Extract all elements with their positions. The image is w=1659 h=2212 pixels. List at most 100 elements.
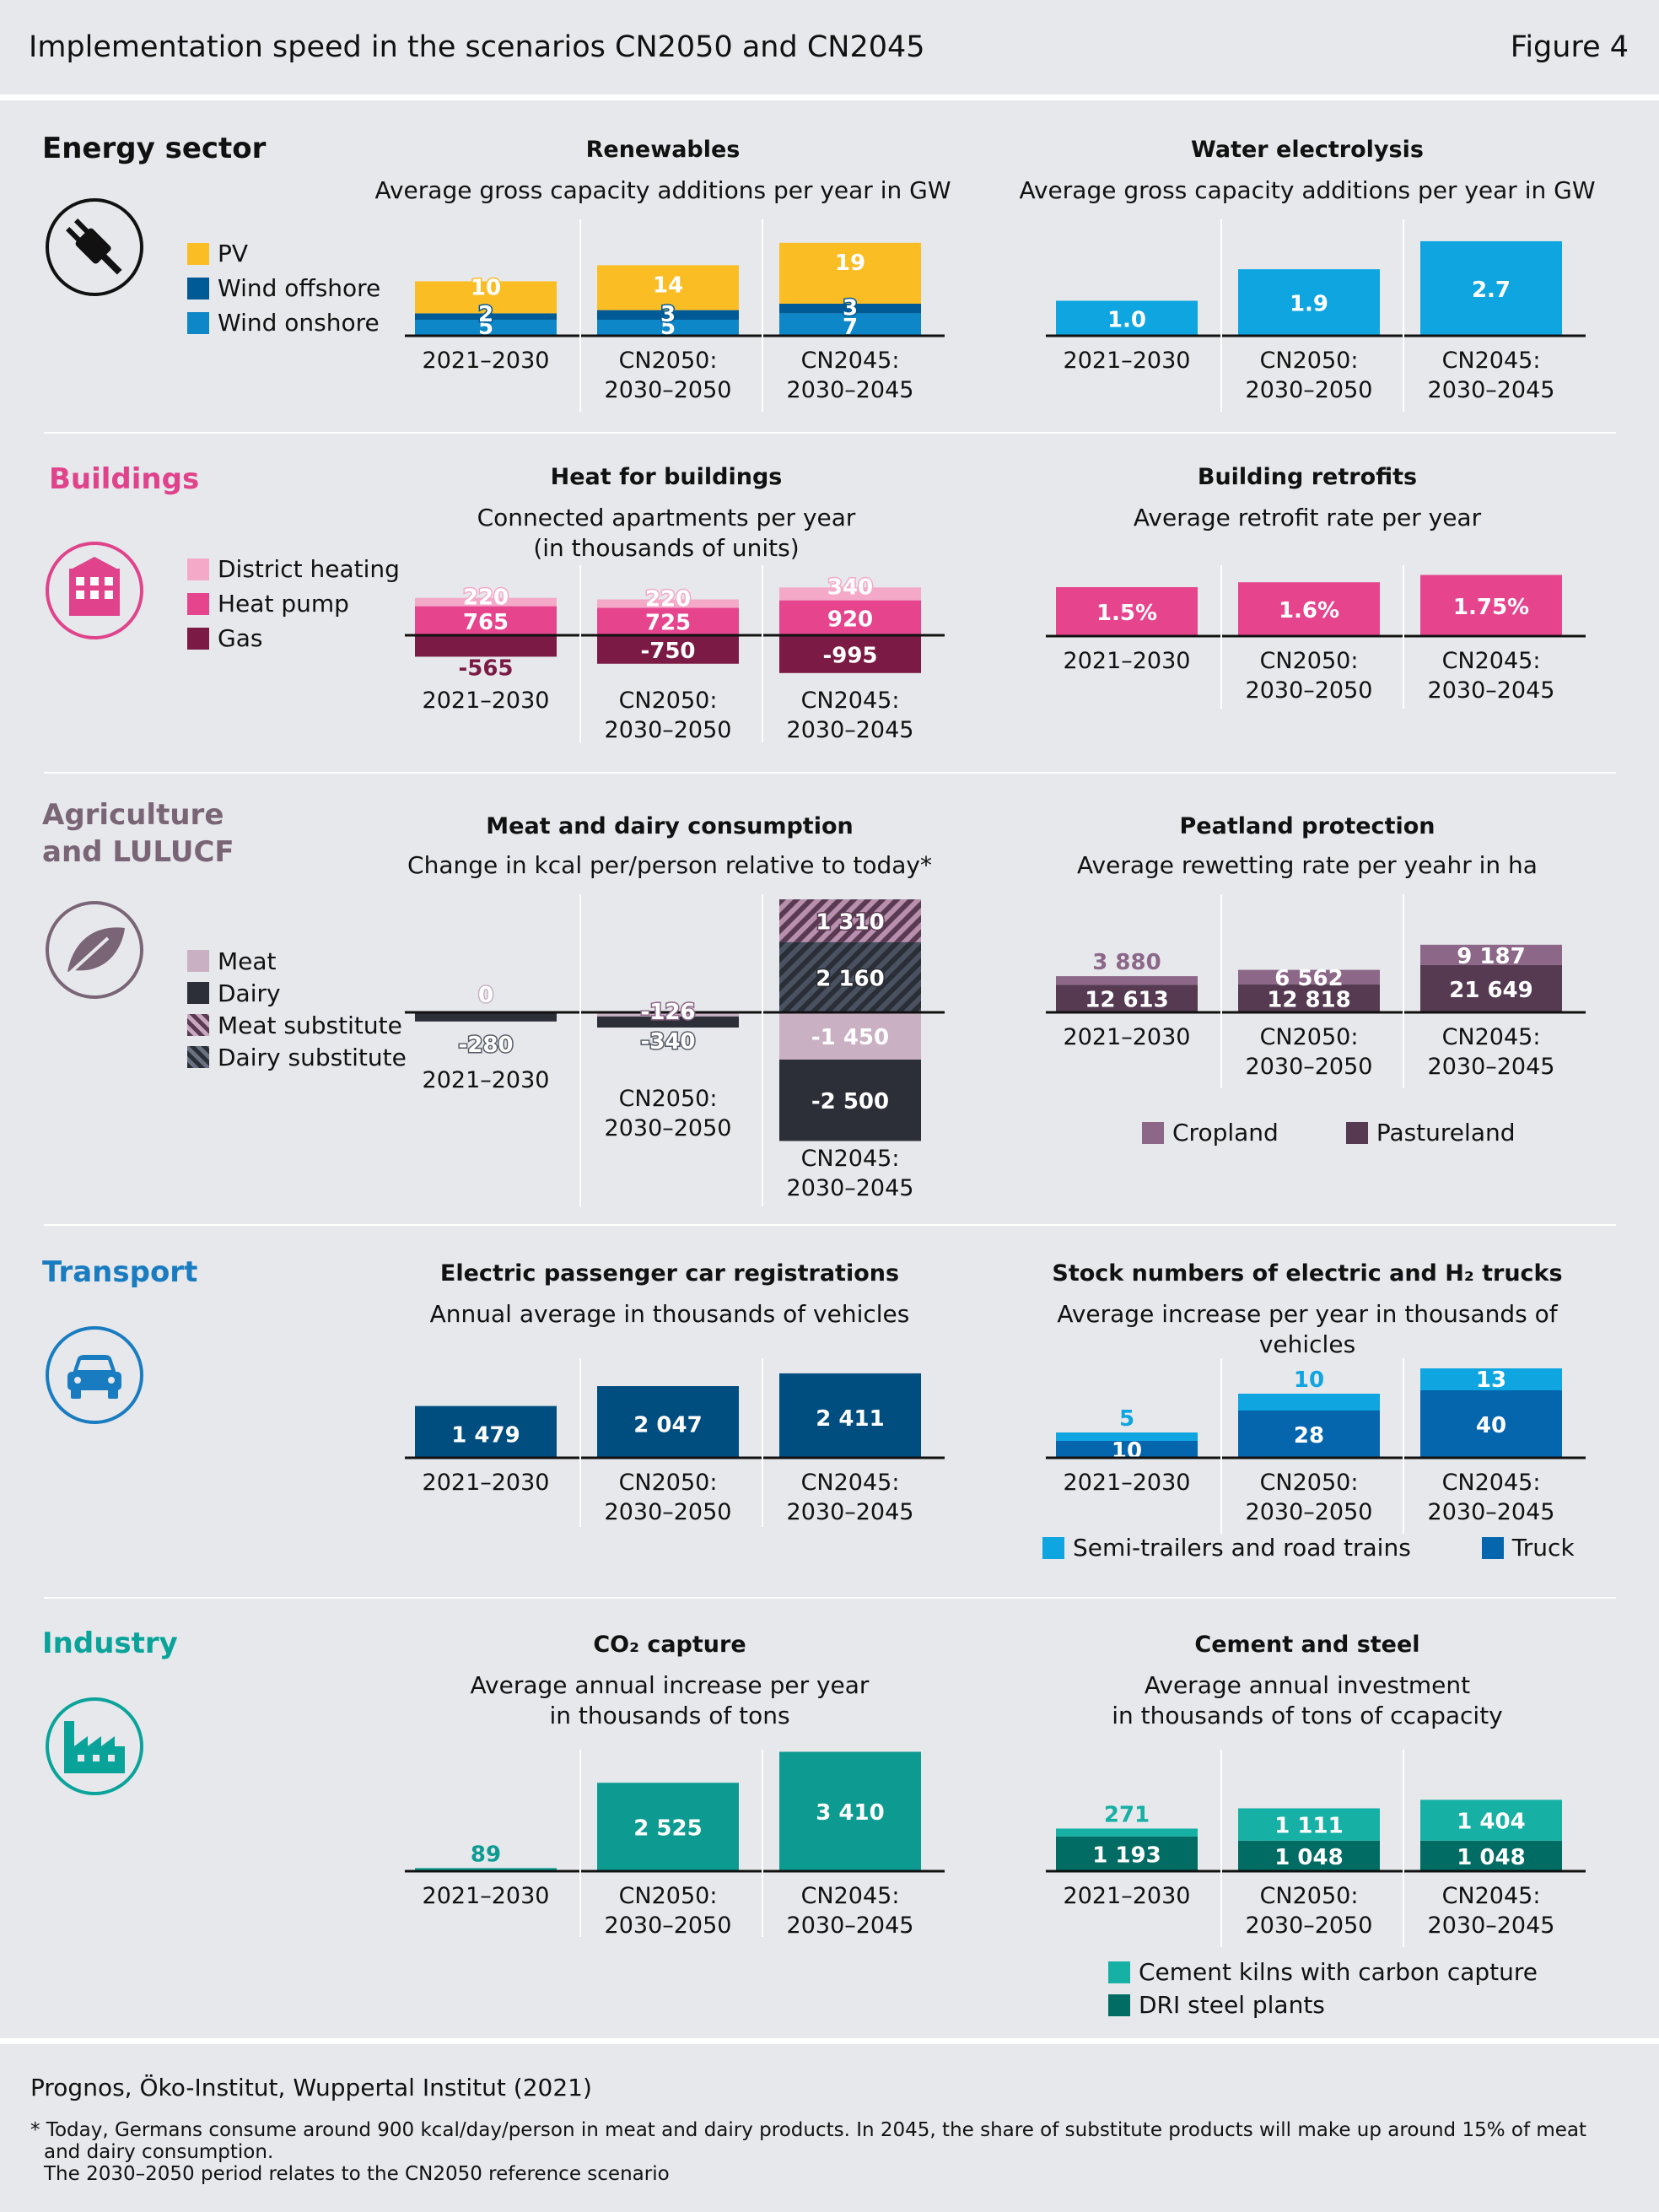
data-label: 7: [843, 315, 858, 340]
legend-label: Pastureland: [1376, 1119, 1516, 1146]
bar-segment: [597, 635, 739, 664]
category-label: CN2045:: [1442, 348, 1541, 374]
chart-co2-capture: 89 2 525 3 410 2021–2030 CN2050: 2030–2050 CN2…: [405, 1750, 945, 1939]
chart-subtitle: Connected apartments per year (in thousa…: [477, 504, 856, 562]
data-label: 271: [1104, 1802, 1150, 1827]
legend-label: District heating: [218, 555, 400, 583]
legend-item: Dairy substitute: [187, 1041, 407, 1073]
swatch-truck: [1481, 1536, 1504, 1559]
category-label: 2030–2050: [605, 1499, 732, 1525]
category-label: CN2045:: [801, 1146, 900, 1172]
category-label: CN2050:: [1260, 648, 1359, 674]
category-label: CN2050:: [1260, 1470, 1359, 1496]
bar: [1238, 582, 1380, 636]
category-label: 2021–2030: [1064, 1470, 1191, 1496]
data-label: 21 649: [1449, 978, 1533, 1003]
category-label: CN2050:: [619, 348, 718, 374]
bar-segment: [1420, 944, 1562, 965]
data-label: 1 479: [451, 1422, 520, 1448]
section-title-line: and LULUCF: [42, 835, 234, 869]
data-label: 13: [1476, 1368, 1506, 1393]
swatch-cropland: [1142, 1121, 1164, 1144]
data-label: -340: [640, 1029, 695, 1055]
data-label: -280: [458, 1033, 513, 1058]
bar-segment: [415, 313, 557, 320]
legend-label: DRI steel plants: [1139, 1991, 1325, 2019]
category-label: 2030–2050: [605, 717, 732, 743]
swatch-gas: [187, 627, 209, 650]
bar-segment: [1056, 1836, 1198, 1871]
bar-segment: [597, 1016, 739, 1028]
category-label: 2021–2030: [423, 1067, 550, 1093]
bar-segment: [1056, 985, 1198, 1012]
category-label: CN2045:: [1442, 1470, 1541, 1496]
bar: [1420, 575, 1562, 636]
data-label: 2 047: [633, 1413, 702, 1438]
chart-subtitle: Average gross capacity additions per yea…: [374, 176, 951, 204]
footer-divider: [0, 2038, 1659, 2044]
data-label: 3 880: [1092, 950, 1161, 975]
category-label: CN2045:: [1442, 648, 1541, 674]
legend-item: Heat pump: [187, 586, 400, 621]
legend-item: Semi-trailers and road trains: [1042, 1534, 1411, 1562]
leaf-icon: [46, 901, 143, 999]
data-label: 1.75%: [1453, 595, 1529, 620]
data-label: 1 111: [1274, 1814, 1343, 1839]
category-label: 2030–2045: [787, 1175, 914, 1201]
data-label: 6 562: [1274, 966, 1343, 991]
category-label: 2030–2045: [787, 1913, 914, 1939]
category-label: 2030–2050: [1246, 677, 1373, 704]
category-label: 2030–2045: [787, 1499, 914, 1525]
bar-segment: [597, 265, 739, 310]
chart-subtitle: Average rewetting rate per yeahr in ha: [1077, 851, 1538, 879]
legend-label: Dairy substitute: [218, 1043, 407, 1071]
chart-meat-and-dairy: 0 -280 -126 -340 1 310 2 160 -1 450 -2 500 2021–…: [405, 894, 945, 1206]
bar-segment: [1056, 1441, 1198, 1458]
legend-item: Wind offshore: [187, 271, 380, 305]
chart-subtitle: Average annual investment in thousands o…: [1112, 1671, 1503, 1729]
legend-peatland: Cropland Pastureland: [1142, 1119, 1583, 1146]
chart-subtitle: Average increase per year in thousands o…: [1057, 1300, 1558, 1358]
bar-segment: [1238, 969, 1380, 985]
swatch-cement-kilns: [1108, 1961, 1130, 1983]
bar-segment: [1238, 1840, 1380, 1871]
bar-segment: [1238, 984, 1380, 1012]
category-label: 2021–2030: [1064, 1883, 1191, 1909]
swatch-meat-substitute: [187, 1014, 209, 1036]
legend-label: Wind offshore: [218, 274, 381, 302]
data-label: 1 404: [1457, 1810, 1525, 1835]
section-divider: [44, 1597, 1616, 1599]
category-label: 2030–2050: [605, 377, 732, 403]
bar-segment: [415, 606, 557, 635]
chart-title: Peatland protection: [1179, 813, 1435, 839]
category-label: 2021–2030: [1064, 348, 1191, 374]
section-title-agriculture: Agriculture and LULUCF: [42, 796, 234, 871]
swatch-meat: [187, 950, 209, 972]
data-label: 89: [471, 1842, 501, 1867]
category-label: 2030–2050: [1246, 1913, 1373, 1939]
category-label: CN2045:: [1442, 1024, 1541, 1050]
bar-segment: [779, 242, 921, 304]
building-icon: [46, 542, 143, 639]
data-label: -565: [458, 656, 513, 681]
data-label: 2 525: [633, 1816, 702, 1842]
swatch-heat-pump: [187, 592, 209, 615]
figure-header: Implementation speed in the scenarios CN…: [0, 0, 1659, 100]
chart-title: Electric passenger car registrations: [439, 1260, 900, 1287]
bar-segment: [597, 1012, 739, 1017]
category-label: 2021–2030: [423, 348, 550, 374]
category-label: CN2045:: [801, 1883, 900, 1909]
category-label: 2030–2045: [787, 377, 914, 403]
legend-label: PV: [218, 240, 249, 267]
chart-cement-and-steel: 1 193 271 1 048 1 111 1 048 1 404 2021–2030 CN2…: [1046, 1750, 1586, 1947]
data-label: 10: [1294, 1368, 1324, 1393]
bar-segment: [415, 281, 557, 314]
bar-segment: [597, 320, 739, 336]
legend-label: Meat: [218, 947, 277, 975]
swatch-wind-onshore: [187, 311, 209, 334]
data-label: 1 310: [816, 909, 884, 935]
data-label: 10: [1112, 1438, 1142, 1464]
bar-segment: [597, 599, 739, 608]
data-label: 1.0: [1107, 307, 1146, 332]
